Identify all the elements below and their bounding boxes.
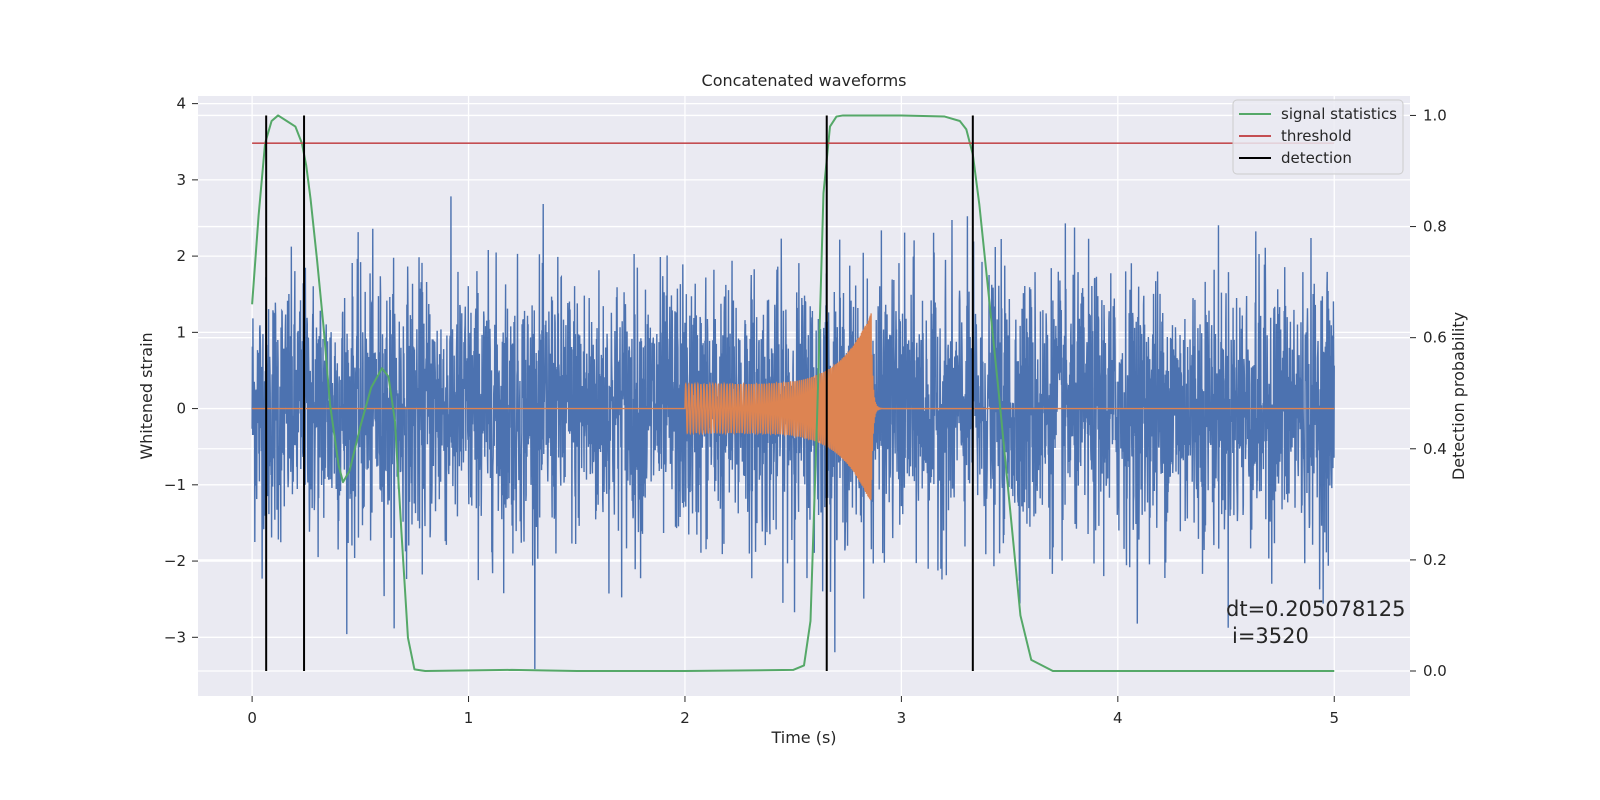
legend: signal statistics threshold detection: [1232, 99, 1404, 175]
y2-tick-label: 0.6: [1423, 329, 1447, 347]
x-tick-label: 1: [464, 709, 474, 727]
y-tick-label: 4: [176, 95, 186, 113]
y2-tick-label: 0.8: [1423, 218, 1447, 236]
axis-ticks: 0 1 2 3 4 5 −3 −2 −1 0 1 2 3 4 0.0 0.2 0.4 0.6 0.8 1.0: [164, 95, 1447, 727]
x-tick-label: 3: [897, 709, 907, 727]
y2-tick-label: 0.2: [1423, 551, 1447, 569]
y-tick-label: −3: [164, 628, 186, 646]
y-tick-label: 1: [176, 323, 186, 341]
x-tick-label: 5: [1329, 709, 1339, 727]
legend-entry-detection: detection: [1281, 149, 1352, 167]
y-tick-label: 2: [176, 247, 186, 265]
legend-box: [1232, 99, 1404, 175]
y-axis-label: Whitened strain: [137, 332, 156, 459]
chart-title: Concatenated waveforms: [702, 71, 907, 90]
x-tick-label: 2: [680, 709, 690, 727]
x-axis-label: Time (s): [770, 728, 836, 747]
y2-tick-label: 0.4: [1423, 440, 1447, 458]
annotation-dt: dt=0.205078125: [1226, 597, 1405, 621]
signal-statistics-line: [251, 114, 1335, 672]
strain-line: [251, 196, 1335, 670]
y2-axis-label: Detection probability: [1449, 312, 1468, 480]
y-tick-label: 0: [176, 400, 186, 418]
series-layer: [251, 114, 1335, 672]
legend-entry-signal-statistics: signal statistics: [1281, 105, 1397, 123]
annotation-index: i=3520: [1232, 624, 1309, 648]
y2-tick-label: 1.0: [1423, 106, 1447, 124]
y-tick-label: −2: [164, 552, 186, 570]
x-tick-label: 0: [247, 709, 257, 727]
y2-tick-label: 0.0: [1423, 662, 1447, 680]
y-tick-label: 3: [176, 171, 186, 189]
x-tick-label: 4: [1113, 709, 1123, 727]
legend-entry-threshold: threshold: [1281, 127, 1352, 145]
y-tick-label: −1: [164, 476, 186, 494]
injected-signal-line: [252, 313, 1335, 501]
